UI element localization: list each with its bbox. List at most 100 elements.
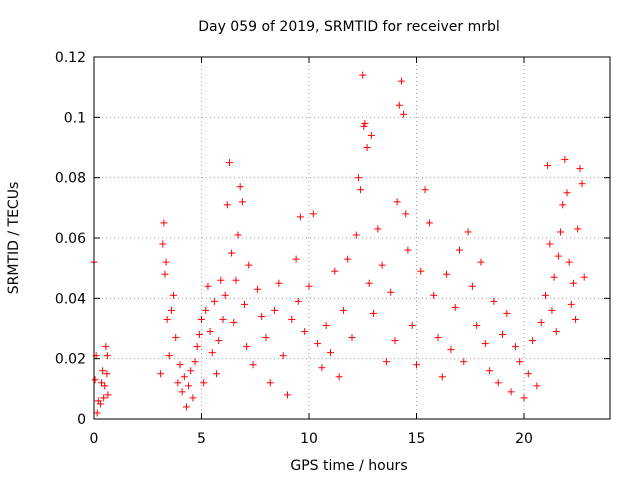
data-point (417, 267, 425, 275)
data-point (245, 261, 253, 269)
data-point (393, 198, 401, 206)
x-tick-label: 5 (197, 431, 206, 447)
data-point (236, 183, 244, 191)
data-point (365, 279, 373, 287)
data-point (378, 261, 386, 269)
axis-ticks: 0 0.02 0.04 0.06 0.08 0.1 0.12 0 5 10 15 20 (55, 50, 610, 447)
data-point (301, 328, 309, 336)
data-point (176, 361, 184, 369)
y-tick-label: 0.08 (55, 171, 86, 187)
data-point (185, 382, 193, 390)
data-point (221, 291, 229, 299)
data-point (456, 246, 463, 254)
data-point (100, 394, 108, 402)
data-point (400, 110, 408, 118)
data-point (103, 370, 111, 378)
data-point (219, 315, 227, 323)
data-point (157, 370, 165, 378)
data-point (262, 334, 270, 342)
data-point (580, 273, 588, 281)
data-point (360, 122, 368, 130)
data-point (294, 297, 302, 305)
y-tick-label: 0.1 (64, 110, 86, 126)
data-point (99, 367, 107, 375)
data-point (159, 240, 167, 248)
data-point (503, 309, 511, 317)
data-point (314, 340, 322, 348)
data-point (102, 343, 110, 351)
data-point (344, 255, 352, 263)
data-point (559, 201, 567, 209)
y-tick-label: 0.04 (55, 291, 86, 307)
data-point (546, 240, 554, 248)
data-point (552, 328, 560, 336)
data-point (195, 331, 203, 339)
data-point (434, 334, 442, 342)
chart-title: Day 059 of 2019, SRMTID for receiver mrb… (198, 19, 500, 35)
data-point (367, 131, 375, 139)
data-point (198, 315, 205, 323)
data-point (520, 394, 528, 402)
data-point (447, 346, 455, 354)
x-tick-label: 15 (408, 431, 426, 447)
y-tick-label: 0.12 (55, 50, 86, 66)
data-point (481, 340, 489, 348)
data-point (477, 258, 485, 266)
data-point (206, 328, 214, 336)
data-point (494, 379, 502, 387)
data-point (544, 162, 552, 170)
x-tick-label: 0 (90, 431, 99, 447)
data-point (249, 361, 257, 369)
data-point (327, 349, 334, 357)
data-point (361, 119, 369, 127)
data-point (232, 276, 240, 284)
data-point (554, 252, 562, 260)
data-point (524, 370, 532, 378)
x-tick-label: 10 (300, 431, 318, 447)
data-point (172, 334, 180, 342)
data-point (363, 144, 371, 151)
data-point (322, 321, 330, 329)
data-point (193, 343, 201, 351)
y-tick-label: 0 (77, 412, 86, 428)
data-point (537, 318, 545, 326)
data-point (223, 201, 231, 209)
data-point (578, 180, 586, 188)
data-point (162, 258, 170, 266)
data-point (382, 358, 390, 366)
data-point (230, 318, 238, 326)
y-tick-label: 0.06 (55, 231, 86, 247)
data-point (352, 231, 360, 239)
data-points (90, 71, 588, 417)
data-point (486, 367, 494, 375)
data-point (576, 165, 584, 173)
data-point (309, 210, 317, 218)
data-point (370, 309, 377, 317)
data-point (490, 297, 498, 305)
data-point (91, 376, 99, 384)
data-point (425, 219, 433, 227)
data-point (563, 189, 571, 197)
data-point (548, 306, 556, 314)
data-point (567, 300, 575, 308)
data-point (354, 174, 362, 182)
data-point (204, 282, 212, 290)
data-point (174, 379, 182, 387)
data-point (516, 358, 524, 366)
data-point (217, 276, 225, 284)
data-point (331, 267, 339, 275)
plot-frame (93, 56, 611, 420)
data-point (533, 382, 541, 390)
data-point (507, 388, 515, 396)
data-point (160, 219, 168, 227)
data-point (451, 303, 459, 311)
data-point (213, 370, 221, 378)
data-point (191, 358, 199, 366)
data-point (98, 379, 106, 387)
data-point (468, 282, 476, 290)
grid (94, 57, 610, 419)
data-point (464, 228, 472, 236)
data-point (238, 198, 246, 206)
data-point (408, 321, 416, 329)
data-point (189, 394, 197, 402)
